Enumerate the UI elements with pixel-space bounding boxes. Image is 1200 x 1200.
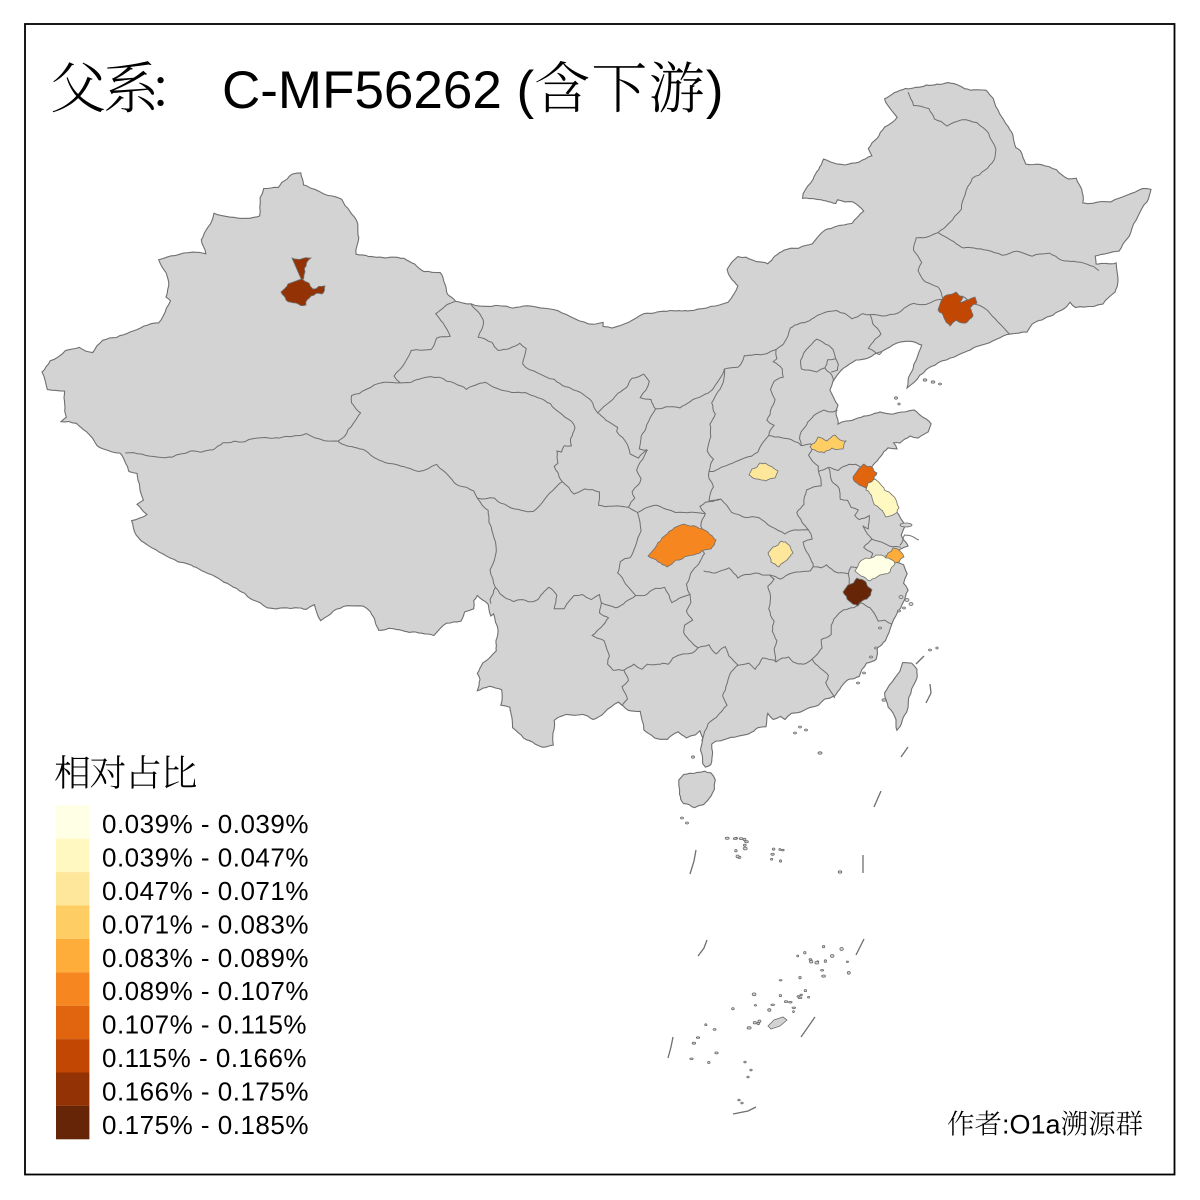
svg-text:0.039% - 0.047%: 0.039% - 0.047% <box>102 843 309 873</box>
svg-text:0.107% - 0.115%: 0.107% - 0.115% <box>102 1010 307 1040</box>
svg-text::O1a: :O1a <box>1002 1110 1062 1140</box>
svg-text:0.071% - 0.083%: 0.071% - 0.083% <box>102 909 309 939</box>
svg-text:0.175% - 0.185%: 0.175% - 0.185% <box>102 1110 309 1140</box>
svg-text:0.115% - 0.166%: 0.115% - 0.166% <box>102 1043 307 1073</box>
svg-text:0.166% - 0.175%: 0.166% - 0.175% <box>102 1076 309 1106</box>
svg-text:): ) <box>706 61 724 120</box>
svg-text:0.039% - 0.039%: 0.039% - 0.039% <box>102 809 309 839</box>
svg-text:C-MF56262 (: C-MF56262 ( <box>222 61 535 120</box>
svg-text:0.083% - 0.089%: 0.083% - 0.089% <box>102 943 309 973</box>
svg-text:0.047% - 0.071%: 0.047% - 0.071% <box>102 876 309 906</box>
svg-text:0.089% - 0.107%: 0.089% - 0.107% <box>102 976 309 1006</box>
